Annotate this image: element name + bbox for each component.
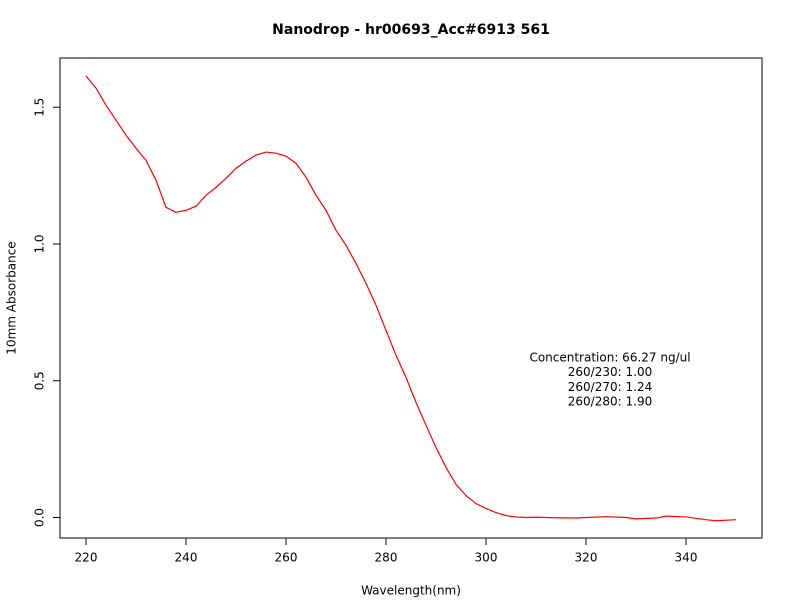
annotation: 260/280: 1.90 <box>568 395 652 409</box>
data-line <box>85 75 737 522</box>
chart-title: Nanodrop - hr00693_Acc#6913 561 <box>272 22 550 38</box>
x-axis-label: Wavelength(nm) <box>361 584 461 598</box>
x-tick-label: 280 <box>375 551 398 565</box>
x-tick-label: 240 <box>175 551 198 565</box>
x-tick-label: 260 <box>275 551 298 565</box>
y-tick-label: 0.5 <box>33 371 47 390</box>
plot-frame <box>59 57 763 539</box>
y-axis-label: 10mm Absorbance <box>5 241 19 354</box>
x-tick-label: 340 <box>675 551 698 565</box>
annotation: 260/270: 1.24 <box>568 380 652 394</box>
y-tick-label: 1.0 <box>33 234 47 253</box>
annotation: Concentration: 66.27 ng/ul <box>529 351 690 365</box>
x-tick-label: 320 <box>575 551 598 565</box>
y-tick-label: 0.0 <box>33 508 47 527</box>
x-tick-label: 220 <box>75 551 98 565</box>
x-tick-label: 300 <box>475 551 498 565</box>
y-tick-label: 1.5 <box>33 98 47 117</box>
annotation: 260/230: 1.00 <box>568 365 652 379</box>
